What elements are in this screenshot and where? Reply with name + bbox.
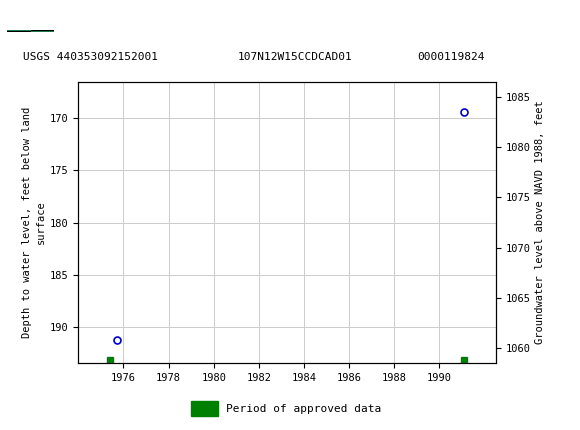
Text: Period of approved data: Period of approved data [226,403,382,414]
FancyBboxPatch shape [7,31,31,32]
Text: 107N12W15CCDCAD01: 107N12W15CCDCAD01 [238,52,353,61]
Text: 0000119824: 0000119824 [418,52,485,61]
Text: USGS: USGS [59,9,106,25]
Y-axis label: Depth to water level, feet below land
surface: Depth to water level, feet below land su… [23,107,46,338]
Bar [191,401,218,416]
Y-axis label: Groundwater level above NAVD 1988, feet: Groundwater level above NAVD 1988, feet [535,101,545,344]
FancyBboxPatch shape [31,31,55,32]
Text: USGS 440353092152001: USGS 440353092152001 [23,52,158,61]
